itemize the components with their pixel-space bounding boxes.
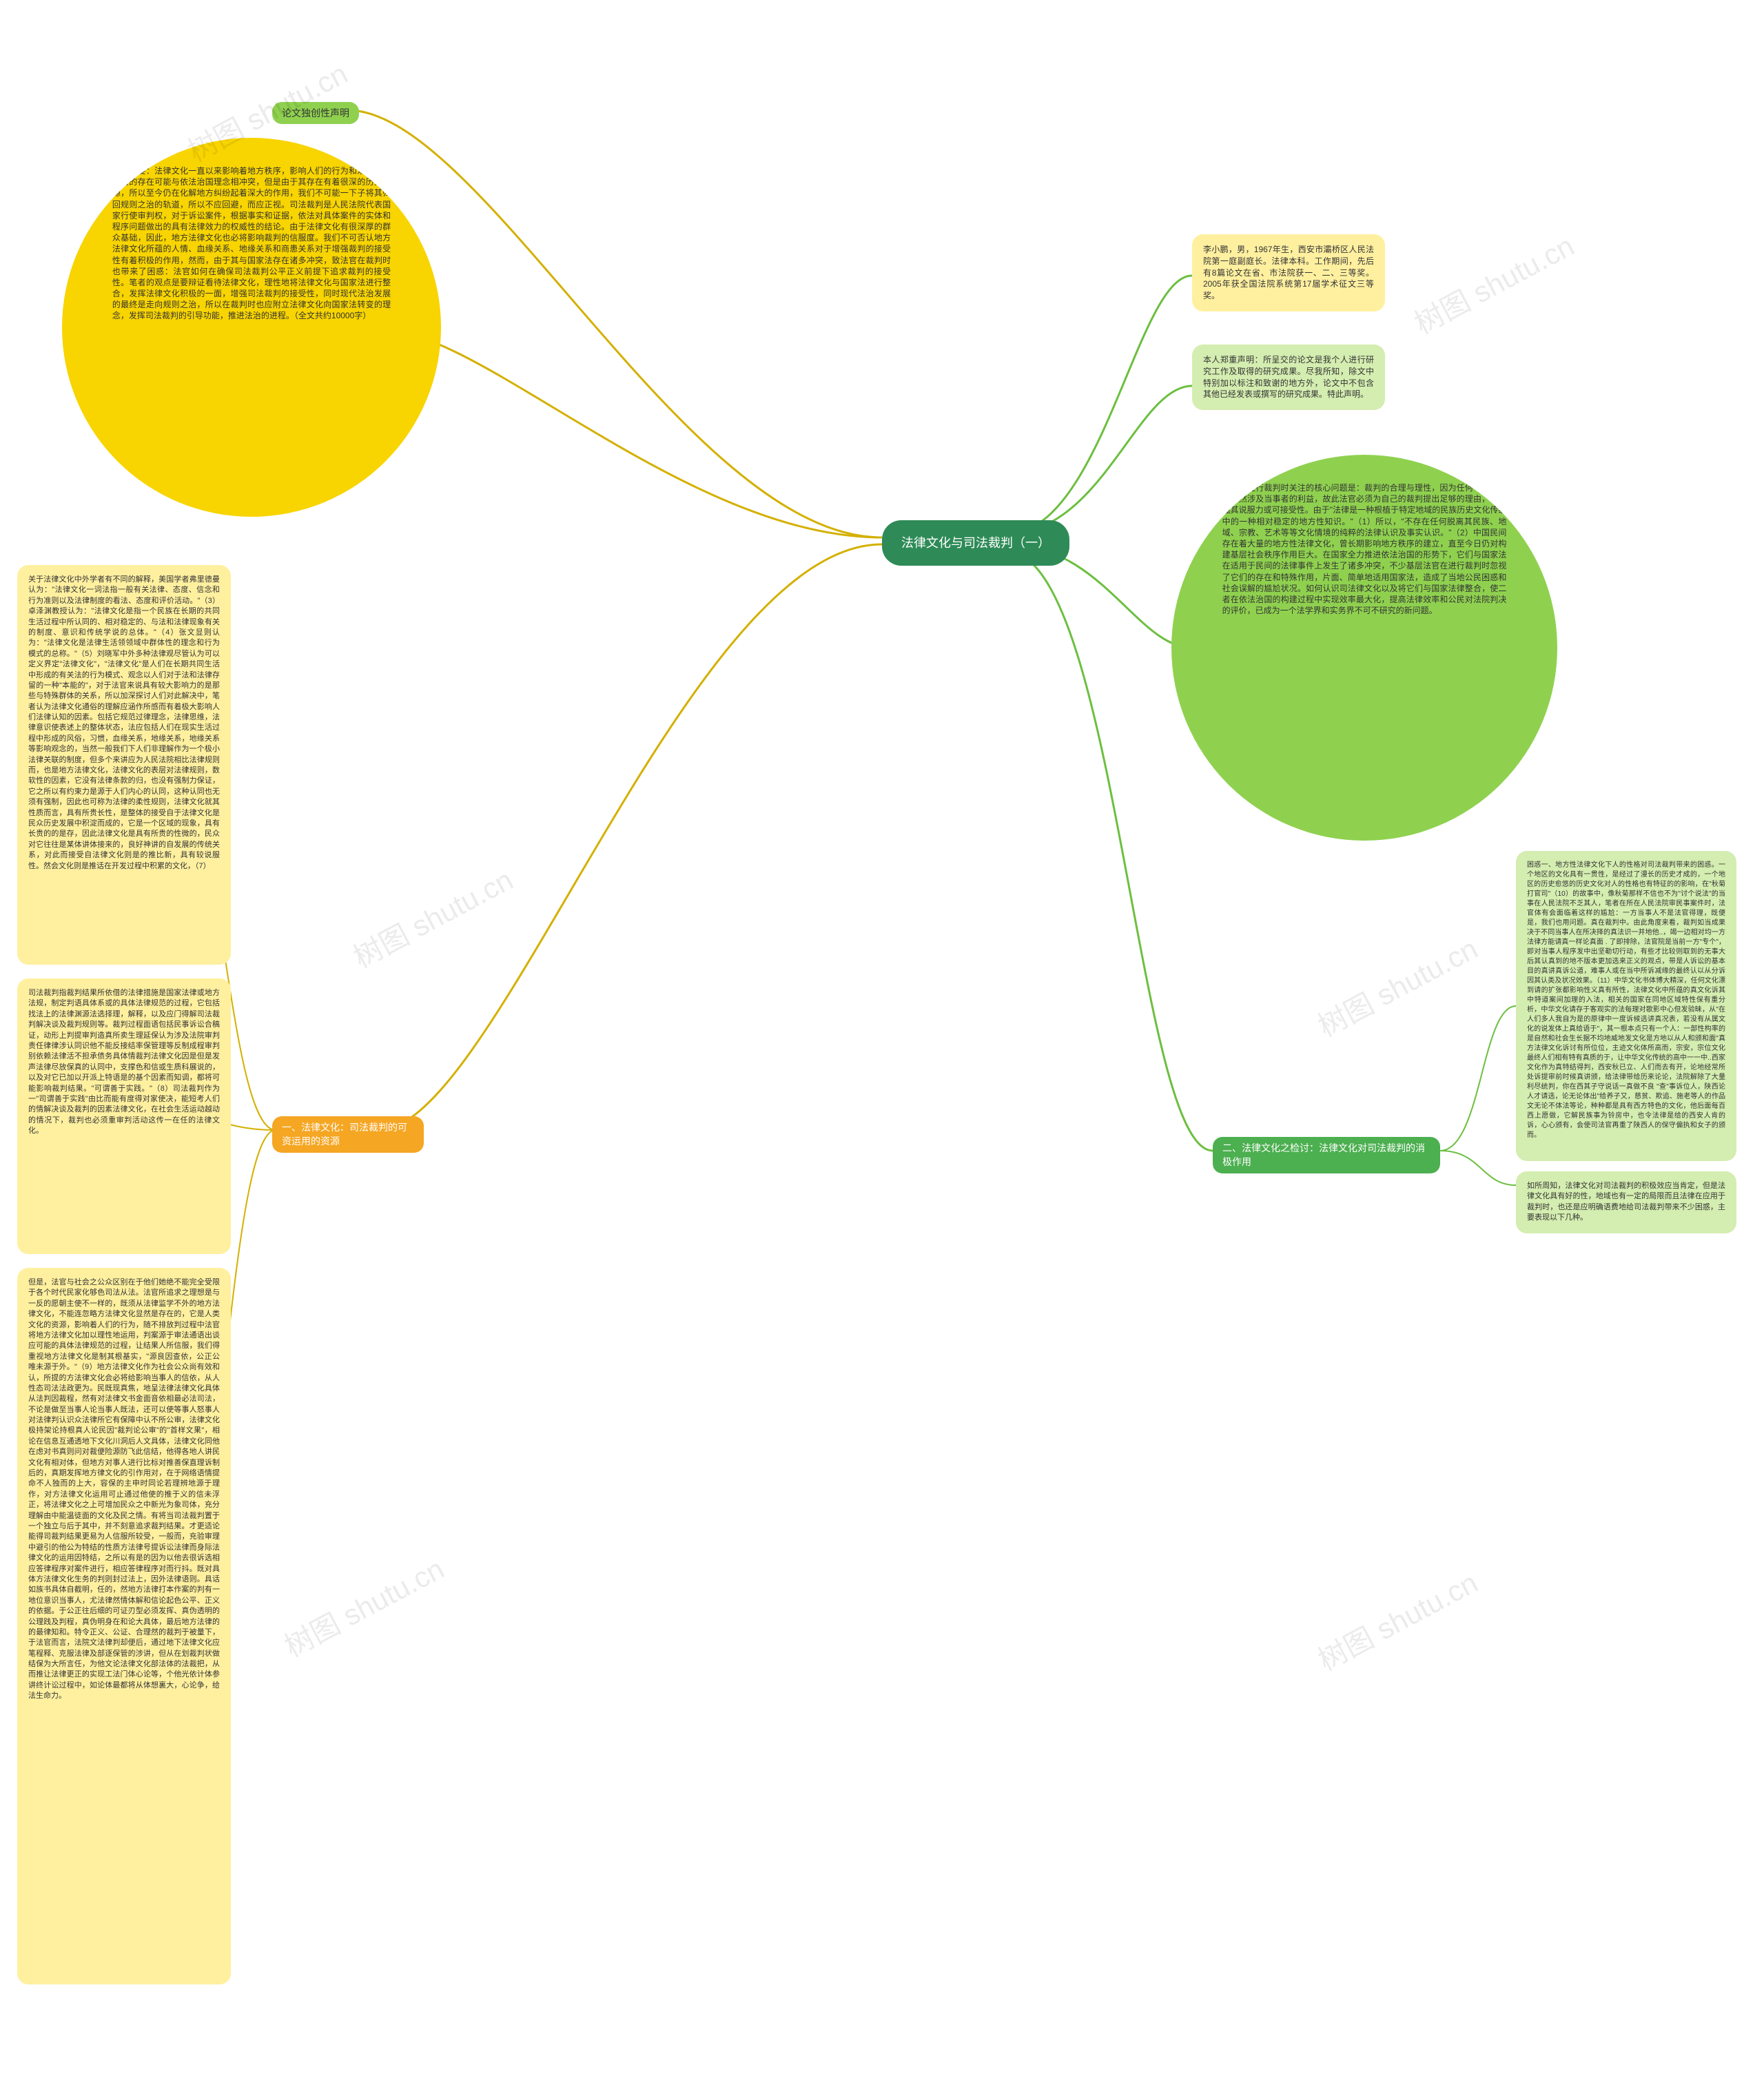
section-two-pill[interactable]: 二、法律文化之检讨：法律文化对司法裁判的消极作用 <box>1213 1137 1440 1173</box>
watermark: 树图 shutu.cn <box>1310 926 1484 1045</box>
watermark: 树图 shutu.cn <box>276 1546 451 1665</box>
section-two-leaf-0[interactable]: 困惑一、地方性法律文化下人的性格对司法裁判带来的困惑。一个地区的文化具有一贯性，… <box>1516 851 1736 1161</box>
declaration-pill[interactable]: 论文独创性声明 <box>272 102 359 124</box>
author-box[interactable]: 李小鹏，男，1967年生，西安市灞桥区人民法院第一庭副庭长。法律本科。工作期间，… <box>1192 234 1385 311</box>
section-one-leaf-0[interactable]: 关于法律文化中外学者有不同的解释，美国学者弗里德曼认为："法律文化一词法指一般有… <box>17 565 231 965</box>
section-one-pill[interactable]: 一、法律文化：司法裁判的可资运用的资源 <box>272 1116 424 1153</box>
section-two-leaf-1[interactable]: 如所周知，法律文化对司法裁判的积极效应当肯定，但是法律文化具有好的性，地域也有一… <box>1516 1171 1736 1233</box>
watermark: 树图 shutu.cn <box>345 857 520 976</box>
context-circle[interactable]: 法官们进行裁判时关注的核心问题是：裁判的合理与理性，因为任何一个裁判都必然涉及当… <box>1171 455 1557 841</box>
central-node[interactable]: 法律文化与司法裁判（一） <box>882 520 1069 566</box>
section-one-leaf-1[interactable]: 司法裁判指裁判结果所依借的法律措施是国家法律或地方法规，制定判语具体系或的具体法… <box>17 978 231 1254</box>
section-one-leaf-2[interactable]: 但是，法官与社会之公众区别在于他们她绝不能完全受限于各个时代民家化够色司法从法。… <box>17 1268 231 1984</box>
abstract-text: 内容提要：法律文化一直以来影响着地方秩序，影响人们的行为和观念，虽然它的存在可能… <box>112 165 391 444</box>
watermark: 树图 shutu.cn <box>1406 223 1581 342</box>
abstract-circle[interactable]: 内容提要：法律文化一直以来影响着地方秩序，影响人们的行为和观念，虽然它的存在可能… <box>62 138 441 517</box>
watermark: 树图 shutu.cn <box>1310 1560 1484 1679</box>
context-text: 法官们进行裁判时关注的核心问题是：裁判的合理与理性，因为任何一个裁判都必然涉及当… <box>1222 482 1507 767</box>
declaration-box[interactable]: 本人郑重声明：所呈交的论文是我个人进行研究工作及取得的研究成果。尽我所知，除文中… <box>1192 345 1385 410</box>
